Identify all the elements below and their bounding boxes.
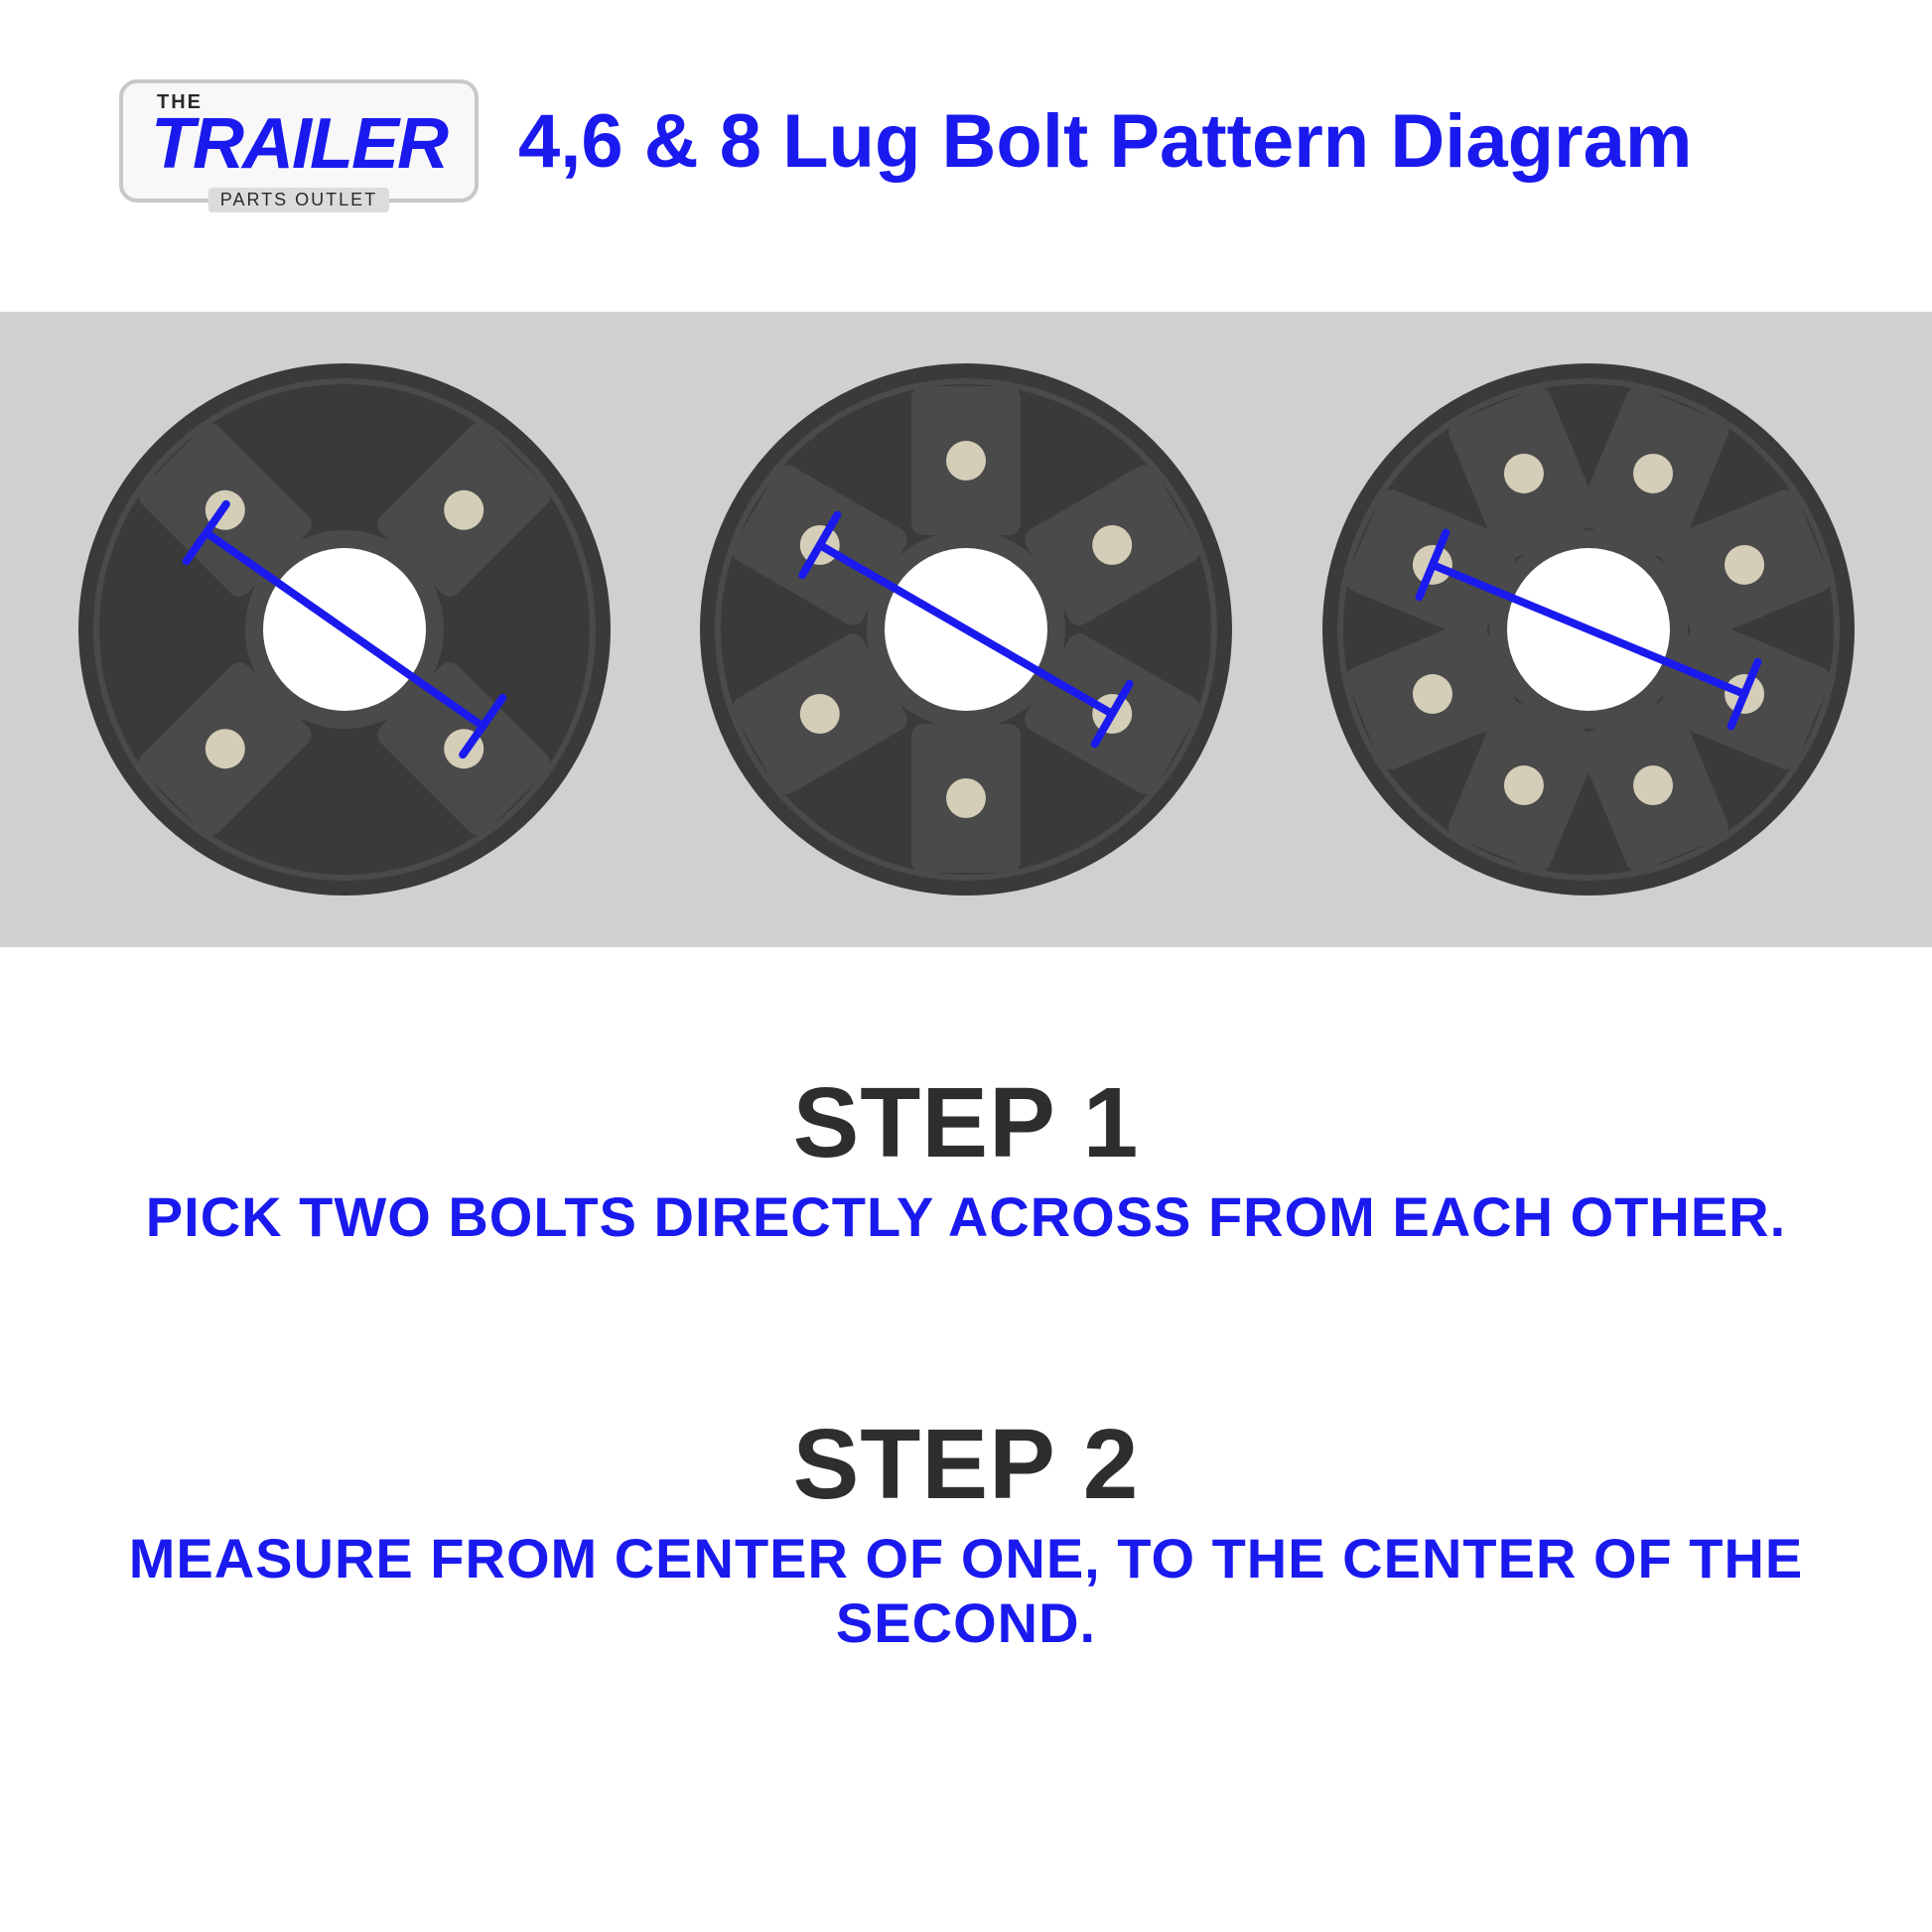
steps: STEP 1 PICK TWO BOLTS DIRECTLY ACROSS FR…	[0, 1066, 1932, 1655]
hub-8-lug	[1311, 351, 1866, 907]
header: THE TRAILER PARTS OUTLET 4,6 & 8 Lug Bol…	[0, 0, 1932, 242]
step2-body: MEASURE FROM CENTER OF ONE, TO THE CENTE…	[0, 1526, 1932, 1655]
page-title: 4,6 & 8 Lug Bolt Pattern Diagram	[518, 98, 1692, 185]
logo-main: TRAILER	[151, 114, 447, 175]
diagram-strip	[0, 312, 1932, 947]
hub-6-lug	[688, 351, 1244, 907]
step1-head: STEP 1	[0, 1066, 1932, 1180]
logo: THE TRAILER PARTS OUTLET	[119, 79, 479, 203]
step1-body: PICK TWO BOLTS DIRECTLY ACROSS FROM EACH…	[0, 1184, 1932, 1249]
step2-head: STEP 2	[0, 1408, 1932, 1522]
hub-4-lug	[67, 351, 622, 907]
logo-sub: PARTS OUTLET	[208, 188, 389, 212]
